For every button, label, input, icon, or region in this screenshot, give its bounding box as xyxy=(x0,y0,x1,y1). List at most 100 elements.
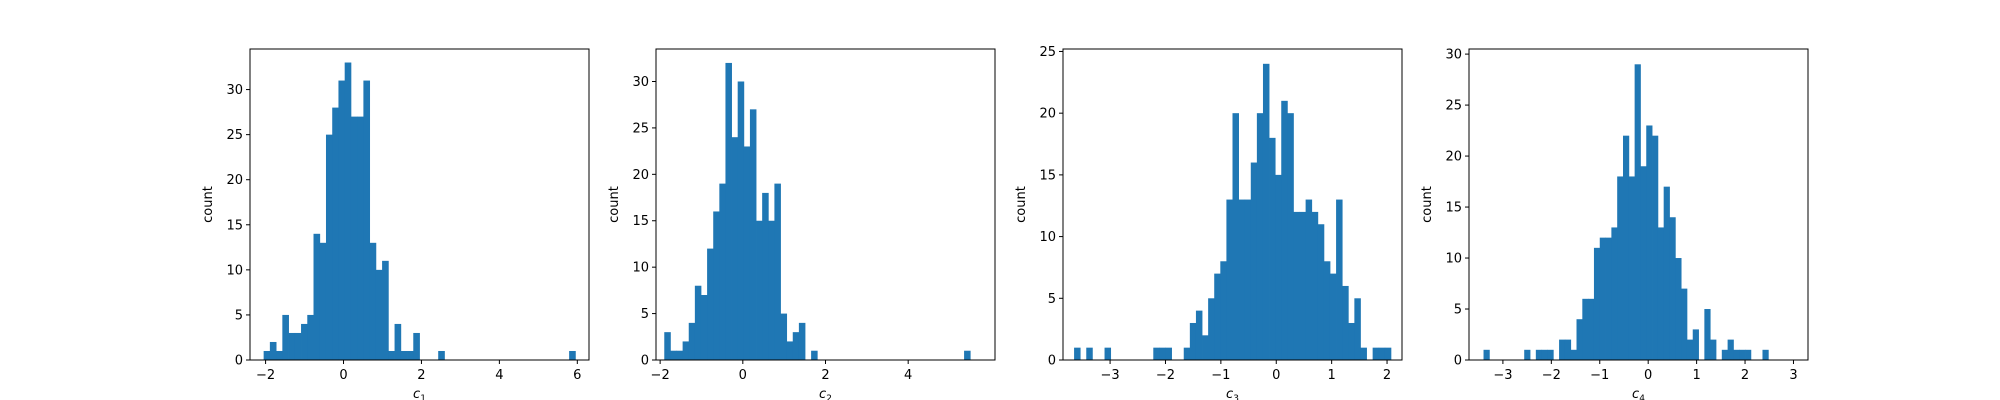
histogram-bar xyxy=(1547,349,1554,360)
histogram-bar xyxy=(1372,347,1380,360)
histogram-bar xyxy=(1681,288,1688,360)
histogram-bar xyxy=(1710,339,1717,360)
x-tick-label: 0 xyxy=(1272,368,1280,383)
histogram-bar xyxy=(394,323,402,360)
histogram-bar xyxy=(1704,309,1711,360)
histogram-bar xyxy=(1238,199,1246,360)
histogram-bar xyxy=(1220,261,1227,360)
x-tick-label: 3 xyxy=(1789,368,1797,383)
histogram-bar xyxy=(307,314,314,360)
x-axis-label-base: c xyxy=(819,387,826,400)
x-tick-label: 0 xyxy=(739,368,747,383)
histogram-bar xyxy=(1275,174,1282,360)
y-tick-label: 15 xyxy=(1445,201,1462,216)
histogram-bar xyxy=(282,314,289,360)
y-tick-label: 15 xyxy=(226,218,243,233)
x-tick-label: −2 xyxy=(256,368,275,383)
y-tick-label: 0 xyxy=(1454,354,1462,369)
y-tick-label: 30 xyxy=(226,83,243,98)
histogram-bar xyxy=(719,183,726,360)
histogram-bar xyxy=(313,233,321,360)
histogram-bar xyxy=(1232,113,1239,360)
histogram-bar xyxy=(1214,273,1221,360)
histogram-bar xyxy=(749,109,757,360)
y-tick-label: 30 xyxy=(632,75,649,90)
histogram-bar xyxy=(1074,347,1081,360)
histogram-bar xyxy=(762,192,769,360)
histogram-bar xyxy=(1669,217,1676,360)
y-tick-label: 20 xyxy=(1445,150,1462,165)
histogram-bar xyxy=(756,220,763,360)
histogram-bar xyxy=(1348,322,1355,360)
histogram-bar xyxy=(1323,261,1331,360)
histogram-bars xyxy=(664,62,971,361)
y-tick-label: 10 xyxy=(1039,230,1056,245)
x-axis-label: c1 xyxy=(413,387,426,400)
histogram-bar xyxy=(1281,100,1288,360)
histogram-bar xyxy=(1646,125,1653,360)
histogram-bar xyxy=(1582,298,1589,360)
histogram-bar xyxy=(1559,339,1566,360)
x-tick-label: 4 xyxy=(904,368,912,383)
histogram-bar xyxy=(1287,113,1294,360)
y-tick-label: 0 xyxy=(641,354,649,369)
histogram-bar xyxy=(1256,113,1264,360)
histogram-bar xyxy=(357,116,364,360)
x-tick-label: −1 xyxy=(1590,368,1609,383)
histogram-bar xyxy=(1634,64,1641,361)
x-axis-label-subscript: 4 xyxy=(1639,394,1645,400)
histogram-bar xyxy=(1208,298,1215,360)
histogram-bar xyxy=(731,137,739,360)
histogram-bar xyxy=(1686,339,1694,360)
x-tick-label: −1 xyxy=(1211,368,1230,383)
histogram-bar xyxy=(700,295,708,360)
histogram-bar xyxy=(569,350,576,360)
x-tick-label: 2 xyxy=(1383,368,1391,383)
histogram-bar xyxy=(676,350,684,360)
y-axis-label: count xyxy=(1420,186,1435,223)
y-tick-label: 5 xyxy=(1048,292,1056,307)
histogram-bar xyxy=(1535,349,1543,360)
histogram-bar xyxy=(688,322,696,360)
histogram-bar xyxy=(1593,247,1601,360)
histogram-bar xyxy=(1183,347,1191,360)
histogram-bar xyxy=(1384,347,1392,360)
histogram-bar xyxy=(1159,347,1166,360)
histogram-bars xyxy=(1074,63,1392,361)
histogram-bar xyxy=(1541,349,1548,360)
histogram-bar xyxy=(276,350,283,360)
histogram-bar xyxy=(375,269,383,360)
histogram-bar xyxy=(1617,176,1624,360)
y-tick-label: 25 xyxy=(1445,99,1462,114)
histogram-bar xyxy=(369,242,377,360)
histogram-bar xyxy=(743,146,751,360)
histogram-bar xyxy=(1336,199,1343,360)
histogram-bar xyxy=(1104,347,1112,360)
histogram-bar xyxy=(1202,335,1209,360)
histogram-bar xyxy=(713,211,720,360)
x-tick-label: −2 xyxy=(1542,368,1561,383)
y-tick-label: 0 xyxy=(235,354,243,369)
histogram-bar xyxy=(1262,63,1270,361)
x-tick-label: 2 xyxy=(417,368,425,383)
histogram-bar xyxy=(786,341,794,360)
histogram-bar xyxy=(294,332,302,360)
histogram-bar xyxy=(725,62,732,361)
histogram-bar xyxy=(344,62,352,361)
histogram-bar xyxy=(400,350,408,360)
histogram-bar xyxy=(1640,166,1647,360)
histogram-bar xyxy=(1086,347,1093,360)
histogram-bar xyxy=(1195,310,1203,360)
y-tick-label: 10 xyxy=(1445,252,1462,267)
histogram-panel-1: −2 0 2 4 6 0 5 10 15 20 25 30 c1 count xyxy=(201,48,590,400)
histogram-bars xyxy=(1483,64,1769,361)
x-axis-label-subscript: 2 xyxy=(826,394,832,400)
histogram-bar xyxy=(1762,349,1769,360)
histogram-bar xyxy=(1378,347,1386,360)
histogram-bar xyxy=(1342,285,1349,360)
histogram-bar xyxy=(798,322,806,360)
y-tick-label: 0 xyxy=(1048,354,1056,369)
histogram-bar xyxy=(332,107,339,360)
